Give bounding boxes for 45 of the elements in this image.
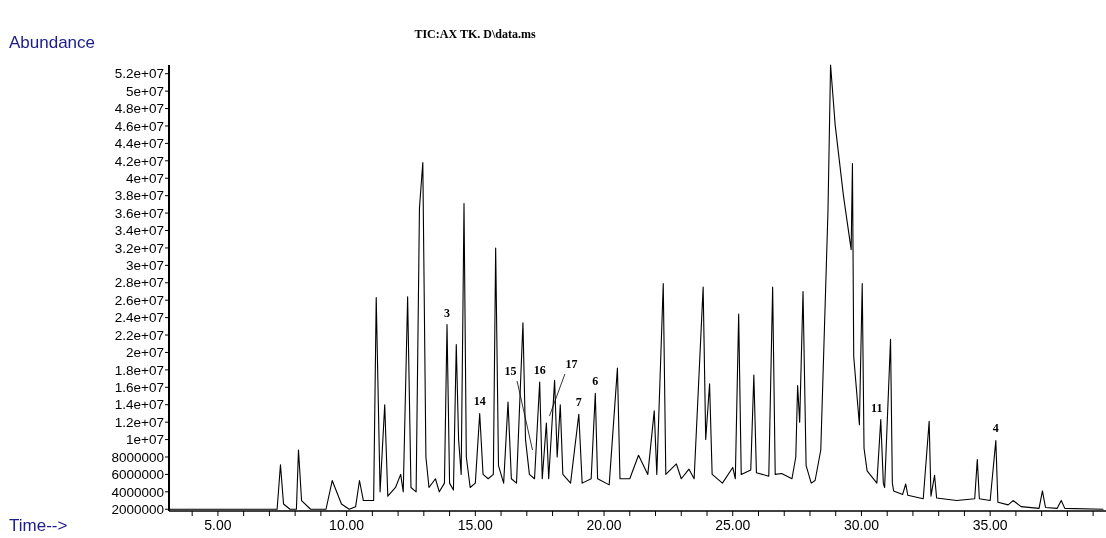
y-tick-label: 2.6e+07 — [114, 292, 164, 308]
y-tick-label: 4.2e+07 — [114, 153, 164, 169]
x-tick-label: 30.00 — [843, 517, 880, 533]
y-tick-label: 4.4e+07 — [114, 136, 164, 152]
annotation: 15 — [504, 364, 517, 379]
x-tick-label: 20.00 — [586, 517, 622, 533]
annotation: 11 — [871, 400, 883, 415]
y-tick-label: 4000000 — [111, 484, 164, 500]
y-tick-label: 1.4e+07 — [114, 397, 164, 413]
y-tick-label: 1.6e+07 — [114, 380, 164, 396]
y-tick-label: 4.6e+07 — [114, 118, 164, 134]
annotation: 17 — [565, 357, 578, 372]
y-tick-label: 3.2e+07 — [114, 240, 164, 256]
y-tick-label: 2000000 — [111, 501, 164, 517]
y-tick-label: 4e+07 — [126, 170, 164, 186]
x-tick-label: 5.00 — [204, 517, 232, 533]
y-tick-label: 8000000 — [111, 449, 164, 465]
x-tick-label: 35.00 — [972, 517, 1008, 533]
y-tick-label: 2e+07 — [126, 345, 164, 361]
x-axis-title: Time--> — [9, 516, 68, 535]
y-tick-label: 3.6e+07 — [114, 205, 164, 221]
y-tick-label: 1.8e+07 — [114, 362, 164, 378]
annotation: 7 — [575, 395, 582, 410]
annotation: 16 — [533, 363, 546, 378]
y-tick-label: 3e+07 — [126, 258, 164, 274]
y-tick-label: 3.4e+07 — [114, 223, 164, 239]
x-tick-label: 25.00 — [715, 517, 751, 533]
chart-title: TIC:AX TK. D\data.ms — [414, 27, 536, 41]
y-axis-title: Abundance — [9, 33, 96, 52]
annotation: 3 — [444, 305, 451, 320]
y-tick-label: 5.2e+07 — [114, 66, 164, 82]
annotation: 6 — [592, 374, 599, 389]
y-tick-label: 5e+07 — [126, 83, 164, 99]
y-tick-label: 6000000 — [111, 467, 164, 483]
y-tick-label: 2.4e+07 — [114, 310, 164, 326]
x-tick-label: 15.00 — [457, 517, 494, 533]
y-tick-label: 1.2e+07 — [114, 414, 164, 430]
annotation: 14 — [473, 394, 486, 409]
annotation: 4 — [992, 421, 999, 436]
y-tick-label: 1e+07 — [126, 432, 164, 448]
y-tick-label: 2.8e+07 — [114, 275, 164, 291]
y-tick-label: 2.2e+07 — [114, 327, 164, 343]
y-tick-label: 3.8e+07 — [114, 188, 164, 204]
y-tick-label: 4.8e+07 — [114, 101, 164, 117]
x-tick-label: 10.00 — [329, 517, 365, 533]
